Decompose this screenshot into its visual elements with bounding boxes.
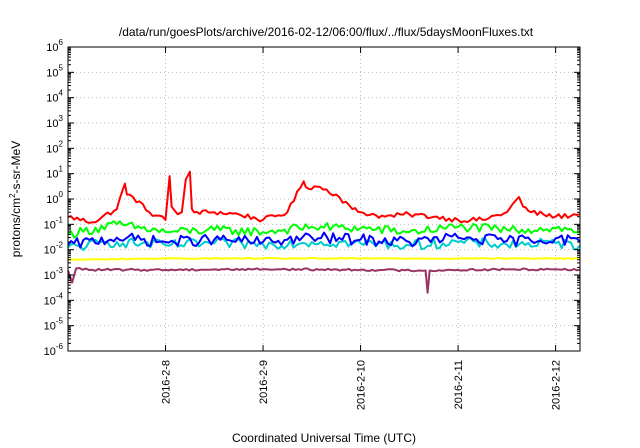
y-tick-label: 103 [46,114,63,130]
x-tick-label: 2016-2-9 [258,360,270,404]
x-axis: 2016-2-8 2016-2-9 2016-2-10 2016-2-11 2016-2… [161,47,563,410]
y-tick-label: 10-2 [44,241,64,257]
y-tick-label: 10-1 [44,215,64,231]
chart-title: /data/run/goesPlots/archive/2016-02-12/0… [119,25,534,39]
y-tick-label: 102 [46,139,63,155]
x-axis-label: Coordinated Universal Time (UTC) [232,431,416,445]
series-line [67,231,581,249]
y-tick-label: 100 [46,190,63,206]
series-line [67,236,581,251]
x-tick-label: 2016-2-10 [356,360,368,410]
y-axis-label: protons/cm2-s-sr-MeV [8,141,23,257]
y-tick-label: 10-6 [44,342,64,358]
series-line [67,170,581,224]
y-tick-label: 10-4 [44,291,64,307]
x-tick-label: 2016-2-12 [551,360,563,410]
series-layer [67,170,581,294]
y-tick-label: 10-5 [44,317,64,333]
x-tick-label: 2016-2-11 [453,360,465,409]
y-tick-label: 101 [46,165,63,181]
series-line [67,220,581,239]
y-tick-label: 105 [46,63,63,79]
grid [68,47,580,351]
series-line [67,267,581,294]
x-tick-label: 2016-2-8 [161,360,173,404]
y-tick-label: 10-3 [44,266,64,282]
y-tick-label: 104 [46,89,63,105]
y-axis: 10-6 10-5 10-4 10-3 10-2 10-1 100 101 102 103 104 1… [44,38,580,358]
series-line [67,257,581,261]
y-tick-label: 106 [46,38,63,54]
